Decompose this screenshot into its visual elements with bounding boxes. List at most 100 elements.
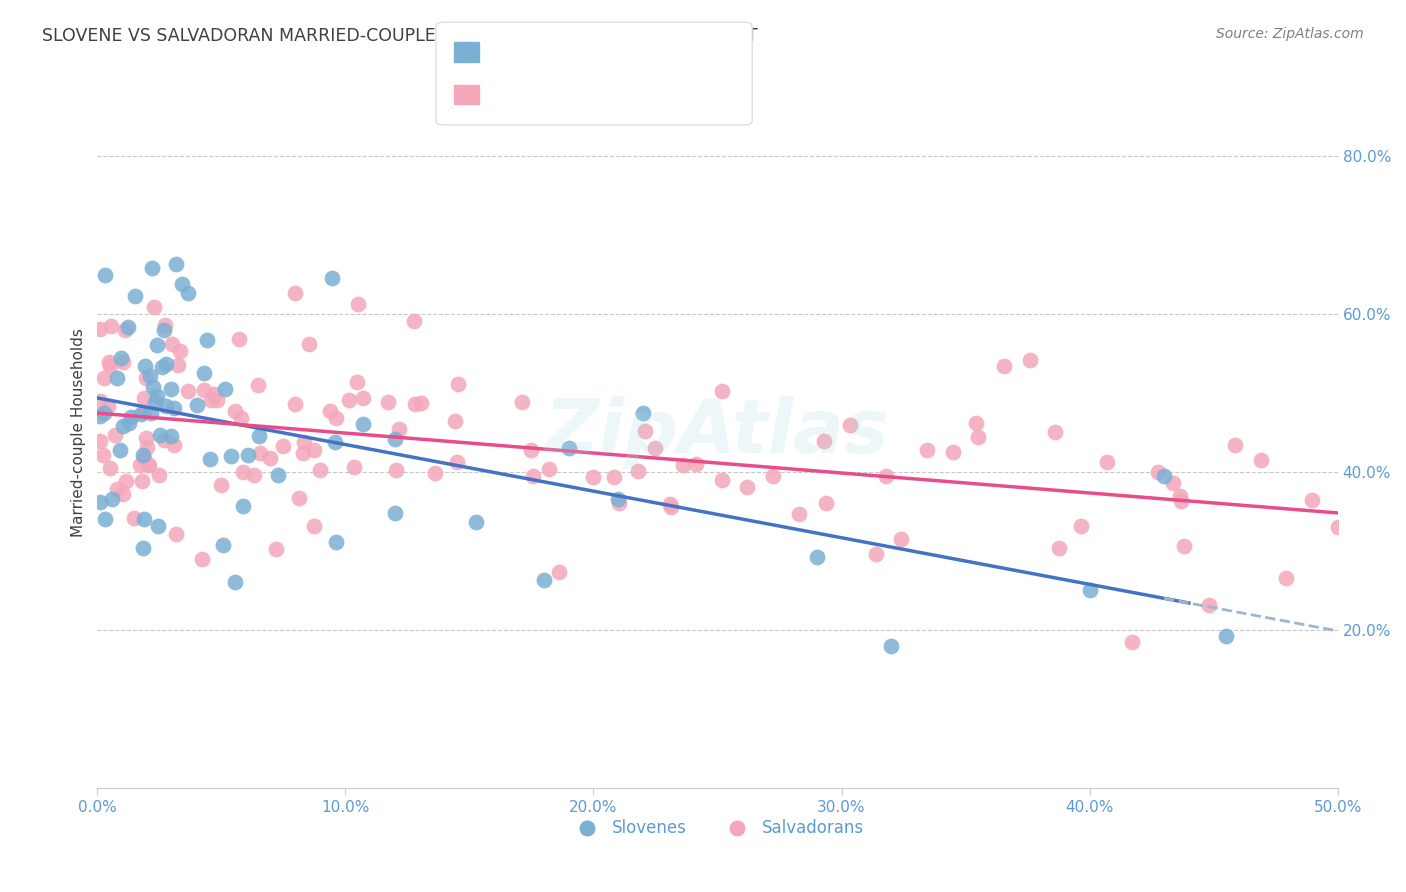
Point: [169, 343, 191, 358]
Point: [155, 400, 177, 414]
Point: [465, 515, 488, 529]
Text: Source: ZipAtlas.com: Source: ZipAtlas.com: [1216, 27, 1364, 41]
Point: [538, 462, 561, 476]
Point: [100, 461, 122, 475]
Point: [607, 496, 630, 510]
Point: [165, 527, 187, 541]
Point: [1045, 425, 1067, 439]
Point: [631, 406, 654, 420]
Point: [813, 434, 835, 449]
Point: [89, 434, 111, 448]
Point: [228, 332, 250, 346]
Text: -0.100: -0.100: [524, 86, 583, 103]
Point: [232, 500, 254, 514]
Point: [352, 417, 374, 432]
Point: [110, 351, 132, 366]
Point: [120, 409, 142, 424]
Point: [94, 512, 117, 526]
Point: [298, 337, 321, 351]
Point: [139, 369, 162, 384]
Point: [135, 371, 157, 385]
Point: [1250, 453, 1272, 467]
Point: [603, 470, 626, 484]
Point: [143, 394, 166, 409]
Point: [155, 318, 177, 332]
Point: [236, 448, 259, 462]
Text: SLOVENE VS SALVADORAN MARRIED-COUPLE HOUSEHOLDS CORRELATION CHART: SLOVENE VS SALVADORAN MARRIED-COUPLE HOU…: [42, 27, 758, 45]
Point: [94, 268, 117, 282]
Point: [582, 469, 605, 483]
Point: [284, 285, 307, 300]
Point: [98, 359, 121, 373]
Point: [548, 566, 571, 580]
Point: [1223, 438, 1246, 452]
Point: [134, 404, 156, 418]
Point: [193, 366, 215, 380]
Point: [267, 467, 290, 482]
Point: [1121, 634, 1143, 648]
Point: [447, 376, 470, 391]
Point: [131, 541, 153, 556]
Point: [875, 468, 897, 483]
Point: [325, 535, 347, 549]
Point: [142, 300, 165, 314]
Point: [444, 414, 467, 428]
Point: [710, 384, 733, 398]
Point: [139, 406, 162, 420]
Point: [710, 473, 733, 487]
Point: [1170, 493, 1192, 508]
Point: [136, 458, 159, 473]
Point: [644, 441, 666, 455]
Point: [93, 371, 115, 385]
Text: N=: N=: [600, 86, 631, 103]
Point: [319, 404, 342, 418]
Point: [806, 549, 828, 564]
Point: [224, 574, 246, 589]
Point: [104, 428, 127, 442]
Point: [1326, 520, 1348, 534]
Text: 66: 66: [633, 43, 655, 61]
Point: [176, 384, 198, 399]
Point: [160, 429, 183, 443]
Point: [209, 477, 232, 491]
Point: [659, 500, 682, 515]
Point: [1275, 571, 1298, 585]
Point: [129, 407, 152, 421]
Point: [522, 469, 544, 483]
Point: [135, 431, 157, 445]
Point: [100, 318, 122, 333]
Point: [135, 440, 157, 454]
Point: [221, 449, 243, 463]
Point: [271, 439, 294, 453]
Point: [108, 443, 131, 458]
Point: [291, 446, 314, 460]
Point: [302, 518, 325, 533]
Point: [685, 457, 707, 471]
Point: [231, 411, 253, 425]
Point: [97, 399, 120, 413]
Point: [224, 403, 246, 417]
Point: [186, 398, 208, 412]
Point: [287, 491, 309, 505]
Point: [170, 277, 193, 291]
Point: [247, 429, 270, 443]
Point: [284, 396, 307, 410]
Point: [446, 454, 468, 468]
Point: [323, 434, 346, 449]
Point: [118, 416, 141, 430]
Point: [214, 382, 236, 396]
Point: [138, 458, 160, 473]
Point: [993, 359, 1015, 373]
Point: [890, 532, 912, 546]
Point: [198, 452, 221, 467]
Point: [308, 463, 330, 477]
Text: N=: N=: [600, 43, 631, 61]
Point: [377, 395, 399, 409]
Point: [557, 441, 579, 455]
Text: -0.217: -0.217: [524, 43, 583, 61]
Point: [259, 450, 281, 465]
Point: [384, 432, 406, 446]
Point: [105, 483, 128, 497]
Point: [163, 438, 186, 452]
Point: [91, 448, 114, 462]
